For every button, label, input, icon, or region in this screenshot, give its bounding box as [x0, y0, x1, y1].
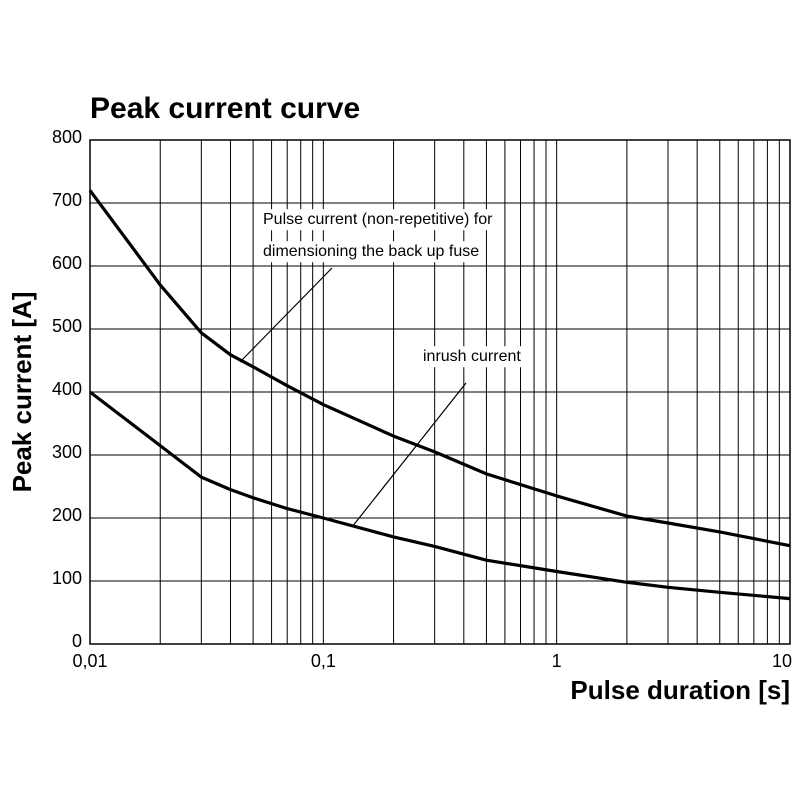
x-tick-label: 0,1	[311, 651, 336, 671]
y-axis-label: Peak current [A]	[7, 292, 37, 493]
y-tick-label: 300	[52, 442, 82, 462]
annotation: Pulse current (non-repetitive) for	[263, 211, 493, 228]
leader-line	[239, 267, 333, 363]
annotation-background	[420, 346, 525, 368]
annotation-background	[260, 209, 497, 231]
y-tick-label: 700	[52, 190, 82, 210]
annotation: dimensioning the back up fuse	[263, 243, 479, 260]
y-tick-label: 800	[52, 127, 82, 147]
curve	[88, 189, 791, 548]
x-tick-label: 10	[772, 651, 792, 671]
y-tick-label: 0	[72, 631, 82, 651]
y-tick-label: 500	[52, 316, 82, 336]
y-tick-label: 600	[52, 253, 82, 273]
x-tick-label: 0,01	[72, 651, 107, 671]
annotations: Pulse current (non-repetitive) for dimen…	[260, 209, 525, 368]
curves	[88, 189, 791, 601]
y-tick-label: 400	[52, 379, 82, 399]
curve	[89, 390, 791, 601]
annotation-background	[260, 241, 483, 263]
y-tick-label: 200	[52, 505, 82, 525]
annotation: inrush current	[423, 348, 521, 365]
y-tick-label: 100	[52, 568, 82, 588]
leader-line	[351, 382, 467, 528]
x-tick-label: 1	[552, 651, 562, 671]
chart-title: Peak current curve	[90, 92, 360, 125]
x-axis-label: Pulse duration [s]	[570, 675, 790, 705]
